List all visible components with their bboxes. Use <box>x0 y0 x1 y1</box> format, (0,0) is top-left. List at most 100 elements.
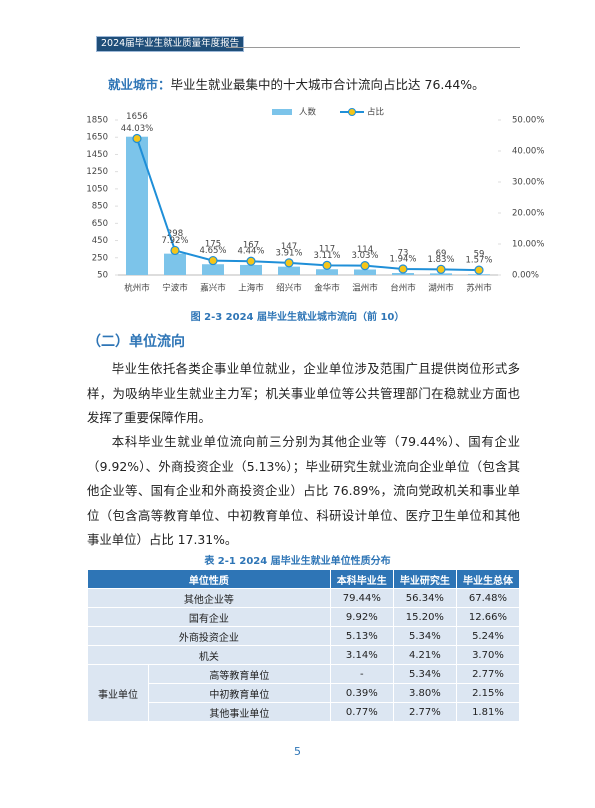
bar-value-label: 59 <box>474 250 485 260</box>
table-header: 毕业生总体 <box>455 569 521 589</box>
bar-value-label: 1656 <box>126 112 148 122</box>
y-tick-label: 650 <box>92 219 108 229</box>
table-title: 表 2-1 2024 届毕业生就业单位性质分布 <box>204 556 391 567</box>
legend-marker <box>348 108 356 116</box>
line-value-label: 3.11% <box>313 251 340 261</box>
x-tick-label: 嘉兴市 <box>200 283 226 294</box>
table: 单位性质 本科毕业生 毕业研究生 毕业生总体 其他企业等 79.44% 56.34% 67.… <box>87 569 521 722</box>
table-cell: 3.80% <box>392 683 457 703</box>
table-cell: 中初教育单位 <box>148 683 331 703</box>
table-cell: 2.77% <box>455 664 521 684</box>
bar <box>392 273 414 275</box>
bar <box>202 264 224 275</box>
x-tick-label: 苏州市 <box>466 283 492 294</box>
y-tick-label: 50 <box>97 271 108 281</box>
table-cell: 5.34% <box>392 664 457 684</box>
table-cell: 12.66% <box>455 607 521 627</box>
legend-label: 占比 <box>367 107 384 118</box>
table-cell: 5.24% <box>455 626 521 646</box>
bar <box>240 264 262 275</box>
y-tick-label: 1050 <box>86 184 108 194</box>
bar-value-label: 114 <box>357 245 373 255</box>
line-marker <box>170 245 180 256</box>
y-tick-label: 450 <box>92 236 108 246</box>
table-header: 单位性质 <box>87 569 331 589</box>
y-tick-label: 1650 <box>86 133 108 143</box>
page-number: 5 <box>294 745 301 758</box>
table-cell: 5.34% <box>392 626 457 646</box>
y-tick-label: 1250 <box>86 167 108 177</box>
line-value-label: 4.44% <box>237 247 264 257</box>
header-title: 2024届毕业生就业质量年度报告 <box>96 36 245 52</box>
table-cell: 国有企业 <box>87 607 331 627</box>
y2-tick-label: 40.00% <box>512 147 544 157</box>
table-cell: 外商投资企业 <box>87 626 331 646</box>
y2-tick-label: 30.00% <box>512 178 544 188</box>
intro-text: 毕业生就业最集中的十大城市合计流向占比达 76.44%。 <box>170 77 485 92</box>
legend-label: 人数 <box>299 107 317 118</box>
y-tick-label: 1850 <box>86 116 108 126</box>
line-marker <box>132 133 142 144</box>
bar-value-label: 73 <box>398 249 409 259</box>
table-cell: 机关 <box>87 645 331 665</box>
line-value-label: 3.91% <box>275 248 302 258</box>
table-cell: - <box>329 664 394 684</box>
x-tick-label: 温州市 <box>352 283 378 294</box>
line-value-label: 1.83% <box>427 255 454 265</box>
line-value-label: 4.65% <box>199 246 226 256</box>
intro: 就业城市：毕业生就业最集中的十大城市合计流向占比达 76.44%。 <box>108 74 485 93</box>
line-marker <box>436 264 446 274</box>
line-marker <box>284 258 294 268</box>
bar-value-label: 147 <box>281 242 297 252</box>
bar-value-label: 69 <box>436 249 447 259</box>
table-cell: 3.70% <box>455 645 521 665</box>
bar <box>126 136 148 275</box>
line-marker <box>322 260 332 270</box>
bar <box>354 269 376 275</box>
table-cell: 15.20% <box>392 607 457 627</box>
y2-tick-label: 0.00% <box>512 271 539 281</box>
line <box>136 138 480 272</box>
table-header: 本科毕业生 <box>329 569 394 589</box>
table-cell: 4.21% <box>392 645 457 665</box>
line-marker <box>208 255 218 266</box>
bar <box>316 269 338 275</box>
table-cell: 高等教育单位 <box>148 664 331 684</box>
bar <box>278 266 300 275</box>
bar-value-label: 117 <box>319 245 335 255</box>
bar-value-label: 298 <box>167 229 183 239</box>
y2-tick-label: 20.00% <box>512 209 544 219</box>
y2-tick-label: 10.00% <box>512 240 544 250</box>
paragraph: 本科毕业生就业单位流向前三分别为其他企业等（79.44%）、国有企业（9.92%… <box>87 434 520 547</box>
y-tick-label: 850 <box>92 202 108 212</box>
table-cell: 其他企业等 <box>87 588 331 608</box>
y-tick-label: 250 <box>92 253 108 263</box>
header-rule <box>226 47 520 48</box>
table-cell: 5.13% <box>329 626 394 646</box>
line-value-label: 1.57% <box>465 256 492 266</box>
table-cell: 2.15% <box>455 683 521 703</box>
table-cell: 1.81% <box>455 702 521 722</box>
line-value-label: 7.92% <box>161 236 188 246</box>
y2-tick-label: 50.00% <box>512 116 544 126</box>
x-tick-label: 宁波市 <box>162 283 188 294</box>
x-tick-label: 湖州市 <box>428 283 454 294</box>
intro-label: 就业城市： <box>108 77 171 92</box>
line-marker <box>398 264 408 274</box>
line-marker <box>360 261 370 271</box>
x-tick-label: 台州市 <box>390 283 416 294</box>
x-tick-label: 上海市 <box>238 283 264 294</box>
bar <box>164 253 186 275</box>
table-cell: 67.48% <box>455 588 521 608</box>
paragraph: 毕业生依托各类企事业单位就业，企业单位涉及范围广且提供岗位形式多样，为吸纳毕业生… <box>87 361 520 425</box>
line-value-label: 44.03% <box>121 124 153 134</box>
legend-swatch <box>272 109 292 115</box>
table-cell: 79.44% <box>329 588 394 608</box>
table-cell: 9.92% <box>329 607 394 627</box>
line-marker <box>246 256 256 266</box>
figure-caption: 图 2-3 2024 届毕业生就业城市流向（前 10） <box>190 312 405 323</box>
bar <box>430 273 452 275</box>
line-value-label: 3.03% <box>351 251 378 261</box>
table-cell: 56.34% <box>392 588 457 608</box>
